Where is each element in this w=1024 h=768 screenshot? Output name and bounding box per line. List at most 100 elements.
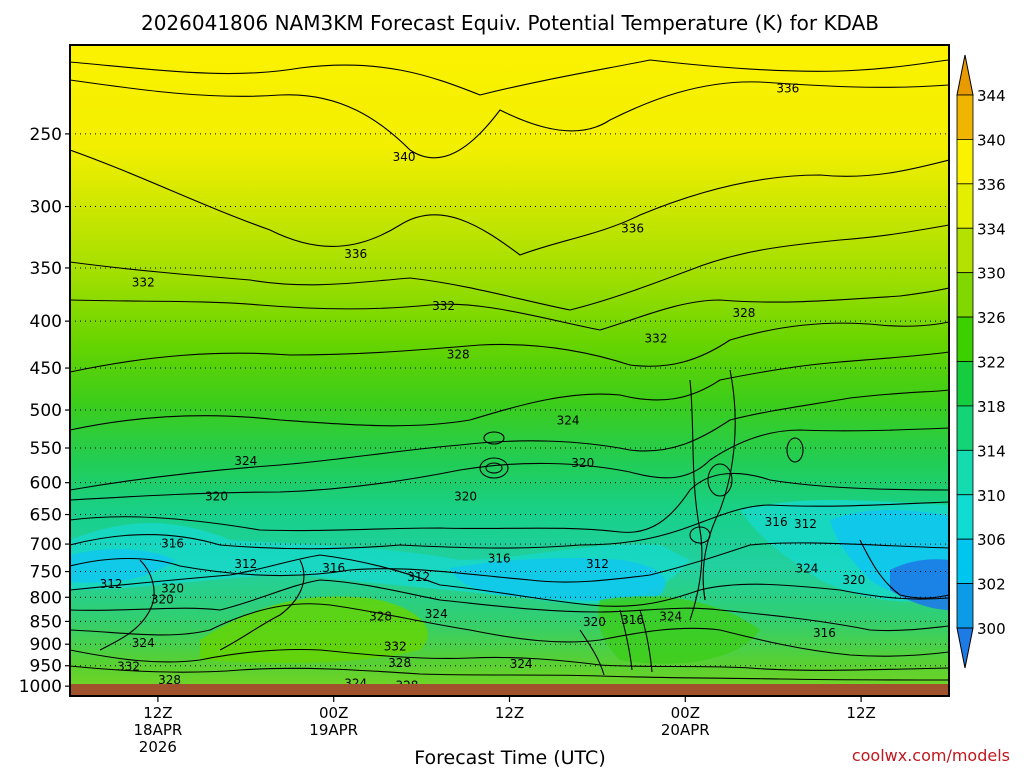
contour-label: 312 xyxy=(794,517,817,531)
contour-line xyxy=(70,427,949,501)
x-tick-label: 18APR xyxy=(133,721,182,739)
contour-label: 324 xyxy=(510,657,533,671)
y-tick-label: 350 xyxy=(30,259,62,279)
x-tick-label: 00Z xyxy=(671,704,700,722)
contour-label: 316 xyxy=(621,613,644,627)
contour-line xyxy=(70,665,949,681)
contour-line xyxy=(70,648,949,671)
contour-label: 320 xyxy=(161,582,184,596)
plot-area: 3363403363363323323323283283243243203203… xyxy=(70,45,949,696)
contour-label: 328 xyxy=(732,306,755,320)
colorbar-max-arrow xyxy=(956,54,974,96)
colorbar-swatch xyxy=(956,583,974,629)
colorbar-swatch xyxy=(956,227,974,274)
contour-label: 316 xyxy=(161,537,184,551)
contour-line xyxy=(70,321,949,373)
x-tick-label: 12Z xyxy=(143,704,172,722)
colorbar-swatch xyxy=(956,494,974,540)
contour-labels: 3363403363363323323323283283243243203203… xyxy=(100,81,866,692)
contour-line xyxy=(619,609,633,671)
y-tick-label: 950 xyxy=(30,657,62,677)
contour-label: 332 xyxy=(384,639,407,653)
y-tick-label: 250 xyxy=(30,125,62,145)
x-tick-label: 19APR xyxy=(309,721,358,739)
contour-line xyxy=(70,149,949,256)
contour-label: 328 xyxy=(388,656,411,670)
boundary-layer-region xyxy=(598,596,760,664)
contour-line xyxy=(70,287,949,331)
contour-line xyxy=(70,79,949,159)
y-tick-label: 650 xyxy=(30,506,62,526)
contour-label: 320 xyxy=(454,489,477,503)
contour-label: 328 xyxy=(369,610,392,624)
colorbar-label: 300 xyxy=(977,620,1006,638)
x-axis-label: Forecast Time (UTC) xyxy=(414,747,605,768)
contour-label: 324 xyxy=(132,636,155,650)
contour-label: 320 xyxy=(571,456,594,470)
chart-title: 2026041806 NAM3KM Forecast Equiv. Potent… xyxy=(141,11,879,35)
contour-line xyxy=(99,559,155,651)
contour-label: 324 xyxy=(425,607,448,621)
colorbar-swatch xyxy=(956,538,974,584)
low-theta-e-region xyxy=(450,557,666,601)
colorbar-swatch xyxy=(956,316,974,362)
theta-e-field xyxy=(70,45,949,696)
y-tick-label: 450 xyxy=(30,359,62,379)
contour-label: 320 xyxy=(842,573,865,587)
contour-line xyxy=(70,472,949,533)
y-tick-label: 750 xyxy=(30,563,62,583)
contour-lines xyxy=(70,59,949,681)
contour-line xyxy=(70,224,949,311)
y-tick-label: 300 xyxy=(30,198,62,218)
contour-label: 324 xyxy=(659,610,682,624)
contour-line xyxy=(70,579,949,632)
contour-line xyxy=(70,603,949,657)
x-tick-label: 00Z xyxy=(319,704,348,722)
contour-label: 316 xyxy=(813,626,836,640)
contour-label: 316 xyxy=(488,552,511,566)
low-theta-e-region xyxy=(70,548,175,583)
y-tick-label: 800 xyxy=(30,588,62,608)
contour-line xyxy=(70,554,949,607)
colorbar-label: 314 xyxy=(977,442,1006,460)
contour-closed xyxy=(483,431,505,445)
contour-line xyxy=(702,369,736,601)
contour-line xyxy=(70,389,949,491)
contour-label: 312 xyxy=(234,557,257,571)
contour-label: 316 xyxy=(322,561,345,575)
contour-line xyxy=(70,501,949,550)
contour-label: 332 xyxy=(645,332,668,346)
contour-closed xyxy=(707,463,733,497)
colorbar-label: 334 xyxy=(977,220,1006,238)
contour-label: 340 xyxy=(393,150,416,164)
colorbar-label: 318 xyxy=(977,398,1006,416)
contour-closed xyxy=(479,457,509,479)
y-tick-label: 400 xyxy=(30,312,62,332)
y-tick-label: 1000 xyxy=(19,677,62,697)
contour-label: 328 xyxy=(158,673,181,687)
colorbar-label: 326 xyxy=(977,309,1006,327)
colorbar-label: 344 xyxy=(977,87,1006,105)
colorbar-swatch xyxy=(956,272,974,318)
contour-line xyxy=(639,609,653,673)
contour-label: 312 xyxy=(586,557,609,571)
colorbar-swatch xyxy=(956,449,974,496)
credit-text: coolwx.com/models xyxy=(852,746,1010,765)
contour-label: 320 xyxy=(583,615,606,629)
y-tick-label: 850 xyxy=(30,612,62,632)
colorbar-label: 302 xyxy=(977,576,1006,594)
colorbar-swatch xyxy=(956,94,974,140)
contour-label: 332 xyxy=(132,275,155,289)
contour-line xyxy=(70,542,949,583)
contour-closed xyxy=(786,437,804,463)
contour-closed xyxy=(485,462,503,474)
y-tick-label: 900 xyxy=(30,635,62,655)
contour-label: 312 xyxy=(407,570,430,584)
contour-label: 316 xyxy=(765,515,788,529)
y-tick-label: 500 xyxy=(30,401,62,421)
ground-below-surface xyxy=(70,684,949,696)
colorbar-swatch xyxy=(956,139,974,185)
y-axis: 250 300 350 400 450 500 550 600 650 700 750 800 850 9… xyxy=(19,125,70,697)
colorbar-label: 310 xyxy=(977,487,1006,505)
